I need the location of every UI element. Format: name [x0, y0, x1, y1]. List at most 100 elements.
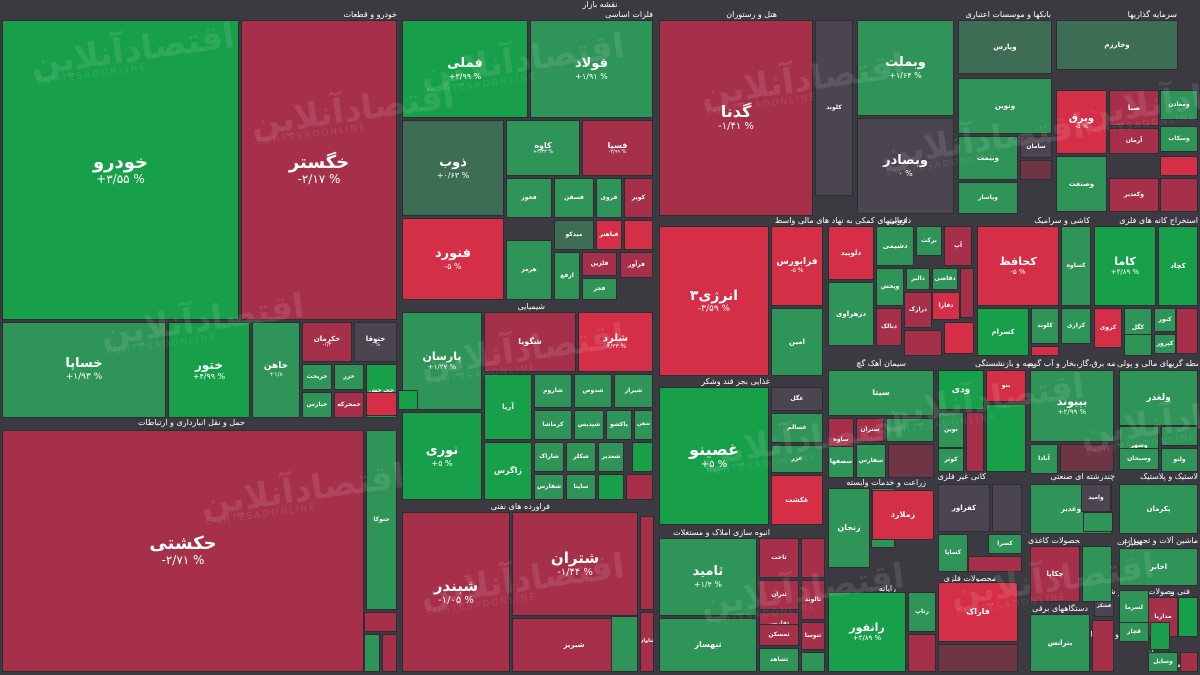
- stock-tile[interactable]: فجر: [582, 278, 617, 300]
- stock-tile[interactable]: ختوقا ۰ %: [354, 322, 397, 362]
- stock-tile[interactable]: زنجان: [828, 488, 870, 568]
- stock-tile[interactable]: کپرور: [1154, 334, 1176, 354]
- stock-tile[interactable]: [1082, 546, 1112, 602]
- stock-tile[interactable]: برکت: [916, 226, 942, 256]
- stock-tile[interactable]: غکشت: [771, 475, 823, 525]
- stock-tile[interactable]: غزر: [771, 445, 823, 473]
- stock-tile[interactable]: [1060, 444, 1114, 472]
- stock-tile[interactable]: [398, 390, 418, 410]
- stock-tile[interactable]: شبندر -۱/۰۵ %: [402, 512, 510, 672]
- stock-tile[interactable]: [960, 268, 974, 318]
- stock-tile[interactable]: گدنا -۱/۴۱ %: [659, 20, 813, 216]
- stock-tile[interactable]: [1160, 178, 1198, 212]
- stock-tile[interactable]: پارسان +۱/۲۷ %: [402, 312, 482, 410]
- stock-tile[interactable]: [1031, 346, 1059, 356]
- stock-tile[interactable]: [904, 330, 942, 356]
- stock-tile[interactable]: سصفها: [828, 446, 854, 478]
- stock-tile[interactable]: کویر: [624, 178, 653, 218]
- stock-tile[interactable]: کرماشا: [534, 410, 572, 440]
- stock-tile[interactable]: [966, 412, 984, 472]
- stock-tile[interactable]: وبیمت: [958, 136, 1018, 180]
- stock-tile[interactable]: پکرمان: [1119, 484, 1198, 534]
- stock-tile[interactable]: فروی: [596, 178, 622, 218]
- stock-tile[interactable]: خساپا +۱/۹۳ %: [2, 322, 166, 418]
- stock-tile[interactable]: کساپا: [938, 534, 968, 572]
- stock-tile[interactable]: وبرق -۵ %: [1056, 90, 1107, 154]
- stock-tile[interactable]: سفارس: [856, 444, 886, 478]
- stock-tile[interactable]: [640, 516, 654, 610]
- stock-tile[interactable]: شتران -۱/۴۴ %: [512, 512, 638, 616]
- stock-tile[interactable]: شفن: [634, 410, 653, 440]
- stock-tile[interactable]: هرمز: [506, 240, 552, 300]
- stock-tile[interactable]: ومعادن: [1160, 90, 1198, 120]
- stock-tile[interactable]: اخابر: [1119, 548, 1198, 586]
- stock-tile[interactable]: کرازی: [1061, 308, 1091, 344]
- stock-tile[interactable]: وسایل: [1148, 652, 1178, 672]
- stock-tile[interactable]: شگویا: [484, 312, 576, 372]
- stock-tile[interactable]: [801, 652, 825, 672]
- stock-tile[interactable]: کحافظ -۵ %: [977, 226, 1059, 306]
- stock-tile[interactable]: شفارس: [534, 474, 564, 500]
- stock-tile[interactable]: غسالم: [771, 413, 823, 443]
- stock-tile[interactable]: [801, 538, 825, 578]
- stock-tile[interactable]: [886, 418, 934, 442]
- stock-tile[interactable]: فرآور: [620, 252, 653, 278]
- stock-tile[interactable]: ختور +۴/۹۹ %: [168, 322, 250, 418]
- stock-tile[interactable]: خکرمان -۱/۴: [302, 322, 352, 362]
- stock-tile[interactable]: کساوه: [1061, 226, 1091, 306]
- stock-tile[interactable]: ثتران: [759, 580, 799, 610]
- stock-tile[interactable]: ثاخت: [759, 538, 799, 578]
- stock-tile[interactable]: فرابورس -۵ %: [771, 226, 823, 306]
- stock-tile[interactable]: حکشتی -۲/۷۱ %: [2, 430, 364, 672]
- stock-tile[interactable]: حتوکا: [366, 430, 397, 610]
- stock-tile[interactable]: شغدیر: [598, 442, 624, 472]
- stock-tile[interactable]: [968, 556, 1022, 572]
- stock-tile[interactable]: وکغدیر: [1109, 178, 1159, 212]
- stock-tile[interactable]: امین: [771, 308, 823, 376]
- stock-tile[interactable]: [1150, 622, 1170, 650]
- stock-tile[interactable]: وصنعت: [1056, 156, 1107, 212]
- stock-tile[interactable]: ثشاهد: [759, 648, 799, 672]
- stock-tile[interactable]: وپاسار: [958, 182, 1018, 214]
- stock-tile[interactable]: دزهراوی: [828, 282, 874, 346]
- stock-tile[interactable]: [1176, 308, 1198, 354]
- stock-tile[interactable]: شاروم: [534, 374, 572, 408]
- stock-tile[interactable]: سیتا: [828, 370, 934, 416]
- stock-tile[interactable]: ساینا: [566, 474, 596, 500]
- stock-tile[interactable]: شاوان: [640, 612, 654, 672]
- stock-tile[interactable]: آبادا: [1030, 444, 1058, 474]
- stock-tile[interactable]: کلوند: [815, 20, 853, 196]
- stock-tile[interactable]: فاراک: [938, 582, 1018, 642]
- stock-tile[interactable]: [1020, 160, 1052, 180]
- stock-tile[interactable]: فخوز: [506, 178, 552, 218]
- stock-tile[interactable]: غگل: [771, 387, 823, 411]
- stock-tile[interactable]: فولاد +۱/۹۱ %: [530, 20, 653, 118]
- stock-tile[interactable]: بترانس: [1030, 614, 1090, 672]
- stock-tile[interactable]: [364, 612, 397, 632]
- stock-tile[interactable]: آرمان: [1109, 128, 1159, 154]
- stock-tile[interactable]: خاهن +۱/۸: [252, 322, 300, 418]
- stock-tile[interactable]: انرژی۳ -۳/۵۹ %: [659, 226, 769, 376]
- stock-tile[interactable]: لسرما: [1119, 590, 1149, 626]
- stock-tile[interactable]: شلرد -۴/۳۳ %: [578, 312, 653, 372]
- stock-tile[interactable]: [598, 474, 624, 500]
- stock-tile[interactable]: وپخش: [876, 268, 904, 306]
- stock-tile[interactable]: شیراز: [614, 374, 653, 408]
- stock-tile[interactable]: فملی +۳/۹۹ %: [402, 20, 528, 118]
- stock-tile[interactable]: پاکشو: [606, 410, 632, 440]
- stock-tile[interactable]: ونوین: [958, 78, 1052, 134]
- stock-tile[interactable]: وامید: [1081, 484, 1111, 512]
- stock-tile[interactable]: آریا: [484, 374, 532, 440]
- stock-tile[interactable]: دلوپید: [828, 226, 874, 280]
- stock-tile[interactable]: وخارزم: [1056, 20, 1178, 70]
- stock-tile[interactable]: فباهنر: [596, 220, 622, 250]
- stock-tile[interactable]: کوثر: [938, 448, 964, 472]
- stock-tile[interactable]: وبملت +۱/۶۴ %: [857, 20, 954, 116]
- stock-tile[interactable]: آپ: [944, 226, 972, 266]
- stock-tile[interactable]: ارفع: [554, 252, 580, 300]
- stock-tile[interactable]: ثالوند: [801, 580, 825, 620]
- stock-tile[interactable]: نوین: [938, 412, 964, 448]
- stock-tile[interactable]: بنو: [986, 370, 1026, 402]
- stock-tile[interactable]: وسبحان: [1119, 448, 1159, 470]
- stock-tile[interactable]: وپارس: [958, 20, 1052, 74]
